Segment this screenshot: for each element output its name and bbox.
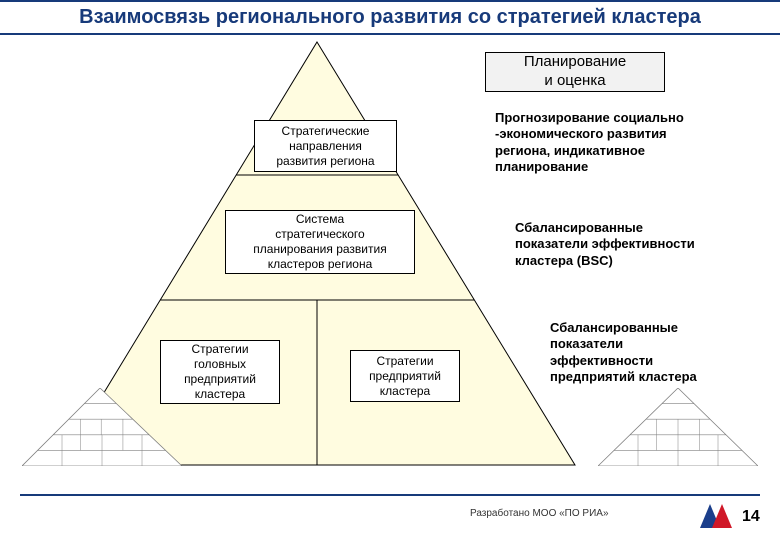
page-number: 14 [742,508,760,526]
footer-divider [20,494,760,496]
level3-right-box: Стратегиипредприятийкластера [350,350,460,402]
page-number-text: 14 [742,508,760,525]
page-title: Взаимосвязь регионального развития со ст… [0,0,780,35]
level2-box: Системастратегическогопланирования разви… [225,210,415,274]
planning-evaluation-box: Планированиеи оценка [485,52,665,92]
page-title-text: Взаимосвязь регионального развития со ст… [79,6,701,28]
right-annotation-1-text: Прогнозирование социально-экономического… [495,110,684,174]
level3-left-label: Стратегииголовныхпредприятийкластера [184,342,256,402]
footer-credit-text: Разработано МОО «ПО РИА» [470,508,609,519]
level3-right-label: Стратегиипредприятийкластера [369,354,441,399]
level3-left-box: Стратегииголовныхпредприятийкластера [160,340,280,404]
mini-pyramid-right [598,388,758,466]
mini-pyramid-left [22,388,182,466]
logo-icon [700,504,732,528]
right-annotation-2: Сбалансированныепоказатели эффективности… [515,220,755,269]
right-annotation-3: Сбалансированныепоказателиэффективностип… [550,320,760,385]
footer-credit: Разработано МОО «ПО РИА» [470,508,609,519]
level2-label: Системастратегическогопланирования разви… [253,212,386,272]
right-annotation-2-text: Сбалансированныепоказатели эффективности… [515,220,695,268]
level1-label: Стратегическиенаправленияразвития регион… [276,124,374,169]
right-annotation-3-text: Сбалансированныепоказателиэффективностип… [550,320,697,384]
level1-box: Стратегическиенаправленияразвития регион… [254,120,397,172]
planning-evaluation-label: Планированиеи оценка [524,53,626,91]
right-annotation-1: Прогнозирование социально-экономического… [495,110,755,175]
